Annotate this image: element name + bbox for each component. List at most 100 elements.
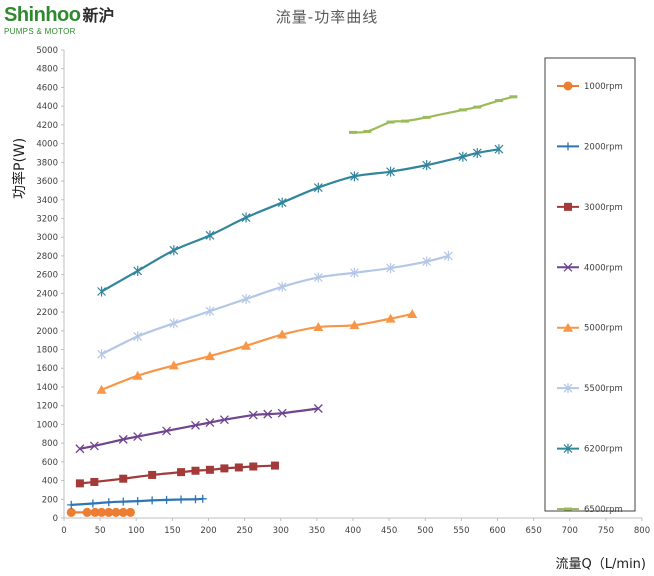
data-point-5500rpm	[169, 318, 179, 329]
legend-label: 5500rpm	[584, 384, 623, 394]
x-tick-label: 250	[237, 526, 253, 536]
series-line-6500rpm	[352, 95, 514, 134]
data-point-6200rpm	[313, 182, 323, 193]
data-point-3000rpm	[191, 466, 200, 475]
legend-item-1000rpm: 1000rpm	[557, 81, 623, 92]
data-point-5000rpm	[407, 308, 418, 318]
data-point-6200rpm	[169, 245, 179, 256]
y-tick-label: 4600	[36, 83, 58, 93]
x-tick-label: 300	[273, 526, 289, 536]
data-point-4000rpm	[277, 408, 287, 418]
data-point-5500rpm	[350, 267, 359, 278]
legend-item-4000rpm: 4000rpm	[557, 262, 623, 273]
data-point-4000rpm	[263, 409, 273, 419]
data-point-6500rpm	[458, 108, 467, 112]
legend-item-5500rpm: 5500rpm	[557, 383, 623, 394]
y-tick-label: 2200	[36, 308, 58, 318]
x-tick-label: 50	[95, 526, 106, 536]
legend-swatch-marker	[564, 202, 572, 211]
data-point-3000rpm	[270, 461, 279, 470]
legend-swatch-marker	[563, 262, 573, 272]
series-5500rpm	[97, 250, 453, 360]
logo-brand-text: Shinhoo	[4, 4, 81, 26]
data-point-5000rpm	[204, 351, 215, 361]
y-tick-label: 2600	[36, 271, 58, 281]
series-6500rpm	[349, 95, 518, 134]
legend-item-2000rpm: 2000rpm	[557, 142, 623, 152]
x-tick-label: 350	[309, 526, 325, 536]
data-point-4000rpm	[118, 434, 128, 444]
y-tick-label: 4000	[36, 140, 58, 150]
data-point-6500rpm	[401, 119, 410, 123]
y-tick-label: 200	[42, 495, 58, 505]
legend-label: 2000rpm	[584, 142, 623, 152]
legend-swatch-marker	[563, 81, 573, 91]
data-point-2000rpm	[198, 494, 207, 503]
legend-label: 4000rpm	[584, 263, 623, 273]
legend-item-6200rpm: 6200rpm	[557, 443, 623, 455]
x-tick-label: 0	[61, 526, 66, 536]
data-point-4000rpm	[313, 404, 323, 413]
series-6200rpm	[97, 144, 504, 297]
series-1000rpm	[66, 507, 135, 517]
y-tick-label: 5000	[36, 46, 58, 56]
data-point-5000rpm	[168, 360, 179, 370]
logo-tagline: PUMPS & MOTOR	[4, 27, 76, 36]
data-point-5000rpm	[96, 384, 107, 394]
data-point-6200rpm	[494, 144, 504, 155]
data-point-4000rpm	[219, 415, 229, 425]
x-tick-label: 450	[381, 526, 397, 536]
x-tick-label: 600	[489, 526, 505, 536]
data-point-3000rpm	[90, 477, 99, 486]
data-point-3000rpm	[234, 463, 243, 472]
data-point-6500rpm	[422, 115, 431, 119]
data-point-3000rpm	[75, 479, 84, 488]
data-point-4000rpm	[191, 420, 200, 430]
data-point-2000rpm	[88, 499, 97, 508]
chart-title: 流量-功率曲线	[275, 8, 379, 26]
series-2000rpm	[67, 494, 207, 509]
x-tick-label: 550	[453, 526, 469, 536]
data-point-6200rpm	[133, 265, 143, 276]
data-point-5500rpm	[422, 256, 432, 267]
y-tick-label: 3200	[36, 214, 58, 224]
data-point-6500rpm	[363, 129, 372, 133]
data-point-4000rpm	[75, 444, 85, 454]
legend-swatch-marker	[563, 383, 573, 394]
data-point-3000rpm	[177, 468, 186, 477]
data-point-6200rpm	[205, 230, 215, 241]
data-point-1000rpm	[82, 507, 92, 517]
y-tick-label: 3000	[36, 233, 58, 243]
data-point-6500rpm	[473, 105, 482, 109]
legend-layer: 1000rpm 2000rpm 3000rpm 4000rpm 5000rpm 5500r…	[544, 57, 636, 515]
y-tick-label: 4200	[36, 121, 58, 131]
series-5000rpm	[96, 308, 418, 394]
x-tick-label: 650	[526, 526, 542, 536]
y-tick-label: 0	[53, 514, 58, 524]
series-line-5000rpm	[101, 312, 413, 391]
x-tick-label: 700	[562, 526, 578, 536]
data-point-4000rpm	[248, 410, 258, 420]
x-tick-label: 150	[164, 526, 180, 536]
data-point-6200rpm	[472, 147, 482, 158]
data-point-5500rpm	[97, 349, 106, 360]
data-point-3000rpm	[119, 474, 128, 483]
data-point-2000rpm	[162, 495, 171, 504]
data-point-1000rpm	[66, 507, 76, 517]
data-point-6500rpm	[494, 99, 503, 103]
logo-brand-cn: 新沪	[82, 6, 115, 25]
data-point-6500rpm	[386, 120, 395, 124]
series-line-4000rpm	[79, 407, 319, 450]
legend-item-3000rpm: 3000rpm	[557, 202, 623, 213]
data-point-4000rpm	[205, 418, 215, 427]
legend-label: 1000rpm	[584, 82, 623, 92]
data-point-6200rpm	[241, 212, 251, 223]
data-point-3000rpm	[148, 470, 157, 479]
data-point-2000rpm	[133, 497, 142, 506]
y-tick-label: 600	[42, 458, 58, 468]
data-point-4000rpm	[162, 426, 172, 436]
legend-box	[544, 57, 636, 512]
legend-swatch-marker	[564, 142, 572, 151]
